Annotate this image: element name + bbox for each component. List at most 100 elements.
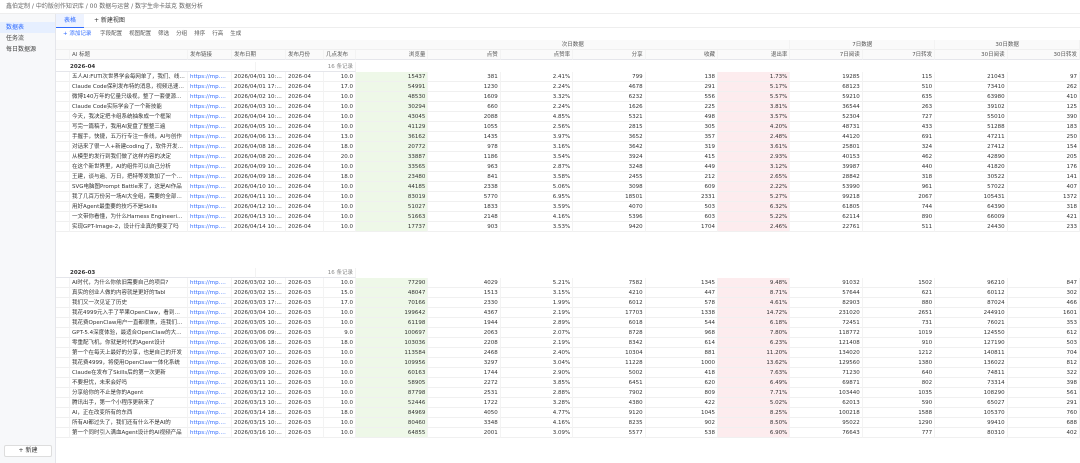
link-cell[interactable]: https://mp.weixin… bbox=[188, 182, 232, 192]
row-checkbox[interactable] bbox=[56, 358, 70, 368]
row-checkbox[interactable] bbox=[56, 288, 70, 298]
row-checkbox[interactable] bbox=[56, 102, 70, 112]
row-checkbox[interactable] bbox=[56, 72, 70, 82]
row-checkbox[interactable] bbox=[56, 418, 70, 428]
new-view[interactable]: + 新建视图 bbox=[93, 17, 125, 24]
tool-button[interactable]: 筛选 bbox=[158, 31, 170, 37]
sidebar-item[interactable]: 数据表 bbox=[0, 22, 55, 33]
row-checkbox[interactable] bbox=[56, 222, 70, 232]
link-cell[interactable]: https://mp.weixin… bbox=[188, 222, 232, 232]
table-cell: 3.15% bbox=[500, 288, 574, 298]
row-checkbox[interactable] bbox=[56, 202, 70, 212]
link-cell[interactable]: https://mp.weixin… bbox=[188, 102, 232, 112]
row-checkbox[interactable] bbox=[56, 162, 70, 172]
link-cell[interactable]: https://mp.weixin… bbox=[188, 408, 232, 418]
group-header[interactable]: 2026-04 bbox=[56, 62, 256, 72]
breadcrumb[interactable]: 鑫伯定制 / 中约版创作知识库 / 00 数据与运营 / 数字生命卡兹克 数据分… bbox=[6, 3, 203, 10]
row-checkbox[interactable] bbox=[56, 338, 70, 348]
sidebar-item[interactable]: 任务流 bbox=[6, 35, 25, 42]
tool-button[interactable]: 分组 bbox=[176, 31, 188, 37]
link-cell[interactable]: https://mp.weixin… bbox=[188, 368, 232, 378]
link-cell[interactable]: https://mp.weixin… bbox=[188, 152, 232, 162]
column-header[interactable]: 30日转发 bbox=[1007, 50, 1080, 60]
row-checkbox[interactable] bbox=[56, 348, 70, 358]
link-cell[interactable]: https://mp.weixin… bbox=[188, 378, 232, 388]
row-checkbox[interactable] bbox=[56, 82, 70, 92]
link-cell[interactable]: https://mp.weixin… bbox=[188, 112, 232, 122]
column-header[interactable]: 点赞率 bbox=[500, 50, 574, 60]
row-checkbox[interactable] bbox=[56, 318, 70, 328]
link-cell[interactable]: https://mp.weixin… bbox=[188, 142, 232, 152]
link-cell[interactable]: https://mp.weixin… bbox=[188, 82, 232, 92]
row-checkbox[interactable] bbox=[56, 308, 70, 318]
table-cell: 2026/04/10 10:06 bbox=[232, 182, 286, 192]
link-cell[interactable]: https://mp.weixin… bbox=[188, 338, 232, 348]
column-header[interactable]: 分享 bbox=[573, 50, 646, 60]
sidebar-item[interactable]: 每日数据源 bbox=[6, 46, 37, 53]
tool-button[interactable]: 排序 bbox=[194, 31, 206, 37]
link-cell[interactable]: https://mp.weixin… bbox=[188, 348, 232, 358]
link-cell[interactable]: https://mp.weixin… bbox=[188, 308, 232, 318]
link-cell[interactable]: https://mp.weixin… bbox=[188, 132, 232, 142]
link-cell[interactable]: https://mp.weixin… bbox=[188, 298, 232, 308]
link-cell[interactable]: https://mp.weixin… bbox=[188, 388, 232, 398]
link-cell[interactable]: https://mp.weixin… bbox=[188, 398, 232, 408]
column-header[interactable]: AI 标题 bbox=[70, 50, 188, 60]
link-cell[interactable]: https://mp.weixin… bbox=[188, 288, 232, 298]
link-cell[interactable]: https://mp.weixin… bbox=[188, 428, 232, 438]
link-cell[interactable]: https://mp.weixin… bbox=[188, 278, 232, 288]
tool-button[interactable]: 行高 bbox=[212, 31, 224, 37]
link-cell[interactable]: https://mp.weixin… bbox=[188, 162, 232, 172]
row-checkbox[interactable] bbox=[56, 388, 70, 398]
column-header[interactable]: 7日阅读 bbox=[790, 50, 863, 60]
link-cell[interactable]: https://mp.weixin… bbox=[188, 202, 232, 212]
column-header[interactable]: 30日阅读 bbox=[935, 50, 1008, 60]
row-checkbox[interactable] bbox=[56, 152, 70, 162]
column-header[interactable]: 几点发布 bbox=[324, 50, 356, 60]
tool-button[interactable]: 视图配置 bbox=[129, 31, 152, 37]
row-checkbox[interactable] bbox=[56, 142, 70, 152]
column-header[interactable]: 点赞 bbox=[428, 50, 501, 60]
column-header[interactable]: 收藏 bbox=[645, 50, 718, 60]
link-cell[interactable]: https://mp.weixin… bbox=[188, 212, 232, 222]
link-cell[interactable]: https://mp.weixin… bbox=[188, 328, 232, 338]
link-cell[interactable]: https://mp.weixin… bbox=[188, 172, 232, 182]
link-cell[interactable]: https://mp.weixin… bbox=[188, 318, 232, 328]
row-checkbox[interactable] bbox=[56, 408, 70, 418]
column-header[interactable]: 发布链接 bbox=[188, 50, 232, 60]
row-checkbox[interactable] bbox=[56, 122, 70, 132]
row-checkbox[interactable] bbox=[56, 378, 70, 388]
row-checkbox[interactable] bbox=[56, 398, 70, 408]
column-header[interactable]: 7日转发 bbox=[862, 50, 936, 60]
row-checkbox[interactable] bbox=[56, 328, 70, 338]
row-checkbox[interactable] bbox=[56, 132, 70, 142]
row-checkbox[interactable] bbox=[56, 112, 70, 122]
tool-button[interactable]: 生成 bbox=[230, 31, 242, 37]
row-checkbox[interactable] bbox=[56, 182, 70, 192]
row-checkbox[interactable] bbox=[56, 428, 70, 438]
table-cell: 58905 bbox=[356, 378, 429, 388]
row-checkbox[interactable] bbox=[56, 278, 70, 288]
row-checkbox[interactable] bbox=[56, 172, 70, 182]
column-header[interactable]: 发布日期 bbox=[232, 50, 286, 60]
group-header[interactable]: 2026-03 bbox=[56, 268, 256, 278]
link-cell[interactable]: https://mp.weixin… bbox=[188, 72, 232, 82]
link-cell[interactable]: https://mp.weixin… bbox=[188, 122, 232, 132]
tool-button[interactable]: 字段配置 bbox=[100, 31, 123, 37]
tab[interactable]: 表格 bbox=[56, 14, 85, 28]
link-cell[interactable]: https://mp.weixin… bbox=[188, 192, 232, 202]
row-checkbox[interactable] bbox=[56, 368, 70, 378]
column-header[interactable]: 发布月份 bbox=[286, 50, 324, 60]
new-button[interactable]: + 新建 bbox=[4, 445, 52, 457]
add-record[interactable]: + 添加记录 bbox=[63, 31, 92, 37]
table-cell: 1019 bbox=[862, 328, 936, 338]
row-checkbox[interactable] bbox=[56, 92, 70, 102]
column-header[interactable]: 退出率 bbox=[718, 50, 791, 60]
link-cell[interactable]: https://mp.weixin… bbox=[188, 358, 232, 368]
row-checkbox[interactable] bbox=[56, 212, 70, 222]
column-header[interactable]: 浏览量 bbox=[356, 50, 429, 60]
link-cell[interactable]: https://mp.weixin… bbox=[188, 418, 232, 428]
row-checkbox[interactable] bbox=[56, 298, 70, 308]
link-cell[interactable]: https://mp.weixin… bbox=[188, 92, 232, 102]
row-checkbox[interactable] bbox=[56, 192, 70, 202]
